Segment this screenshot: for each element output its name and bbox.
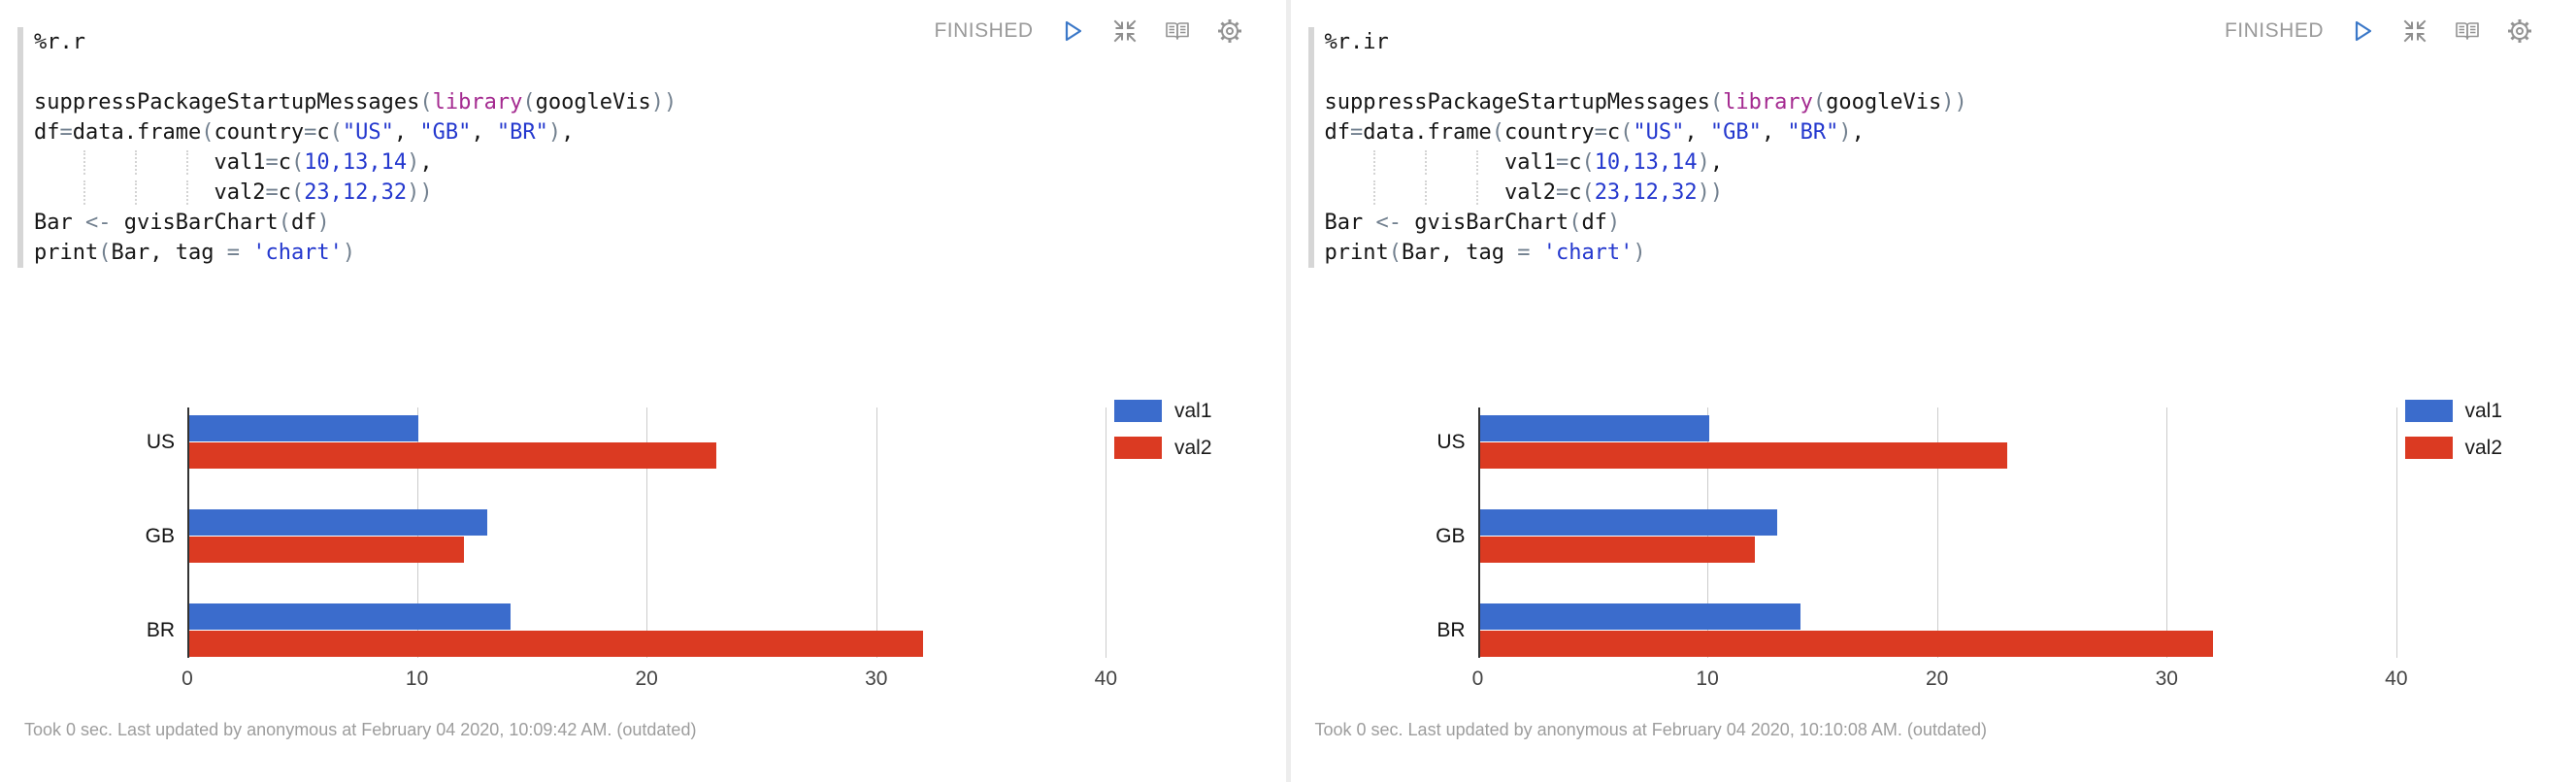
code-line: df=data.frame(country=c("US", "GB", "BR"… <box>34 120 575 145</box>
chart-legend: val1 val2 <box>2404 399 2503 473</box>
bar-val1-GB[interactable] <box>189 509 487 536</box>
code-line: print(Bar, tag = 'chart') <box>1324 241 1646 265</box>
x-tick-label: 30 <box>865 668 888 690</box>
legend-swatch <box>1114 437 1162 459</box>
category-label: BR <box>146 619 175 641</box>
x-tick-label: 10 <box>1696 668 1719 690</box>
code-lines: suppressPackageStartupMessages(library(g… <box>34 57 1218 268</box>
gridline <box>2166 407 2168 658</box>
bar-val2-GB[interactable] <box>189 537 465 563</box>
paragraph-footer: Took 0 sec. Last updated by anonymous at… <box>1314 720 1987 739</box>
legend-item: val1 <box>1114 400 1212 422</box>
legend-item: val2 <box>1114 437 1212 459</box>
category-label: GB <box>145 525 175 547</box>
legend-item: val1 <box>2404 399 2503 422</box>
code-line: print(Bar, tag = 'chart') <box>34 241 356 265</box>
gear-icon[interactable] <box>1216 17 1243 45</box>
legend-swatch <box>1114 400 1162 422</box>
code-line: suppressPackageStartupMessages(library(g… <box>34 90 677 114</box>
category-label: GB <box>1436 525 1466 547</box>
legend-label: val1 <box>1174 399 1212 422</box>
bar-val2-US[interactable] <box>1479 442 2007 469</box>
x-tick-label: 10 <box>405 668 429 690</box>
code-lines: suppressPackageStartupMessages(library(g… <box>1325 57 2509 268</box>
book-icon[interactable] <box>2454 17 2481 45</box>
interpreter-directive: %r.r <box>34 30 85 54</box>
chart-plot-area: 0 10 20 30 40 <box>182 407 1129 690</box>
compress-icon[interactable] <box>2401 17 2428 45</box>
gridline <box>646 407 648 658</box>
legend-label: val1 <box>2464 399 2503 422</box>
run-icon[interactable] <box>2349 17 2376 45</box>
status-badge: FINISHED <box>934 19 1034 42</box>
code-editor[interactable]: %r.r suppressPackageStartupMessages(libr… <box>17 27 1218 268</box>
run-icon[interactable] <box>1059 17 1086 45</box>
legend-swatch <box>2404 437 2453 459</box>
bar-group <box>189 603 1129 658</box>
bar-chart: 0 10 20 30 40 val1 val2 US GB BR <box>1291 400 2572 701</box>
bar-val1-GB[interactable] <box>1479 509 1778 536</box>
gear-icon[interactable] <box>2506 17 2533 45</box>
x-tick-label: 40 <box>1094 668 1118 690</box>
category-label: US <box>146 431 175 453</box>
code-editor[interactable]: %r.ir suppressPackageStartupMessages(lib… <box>1307 27 2509 268</box>
gridline <box>1936 407 1938 658</box>
code-line: df=data.frame(country=c("US", "GB", "BR"… <box>1324 120 1865 145</box>
code-line: val1=c(10,13,14), <box>1325 147 2509 178</box>
chart-legend: val1 val2 <box>1114 400 1212 473</box>
code-line: Bar <- gvisBarChart(df) <box>1324 211 1621 235</box>
legend-label: val2 <box>1174 436 1212 459</box>
bar-chart: 0 10 20 30 40 val1 val2 US GB BR <box>0 400 1281 701</box>
zeppelin-paragraph: FINISHED <box>1285 0 2576 782</box>
x-tick-label: 40 <box>2385 668 2408 690</box>
code-line: suppressPackageStartupMessages(library(g… <box>1324 90 1967 114</box>
x-tick-label: 30 <box>2155 668 2178 690</box>
bar-val2-BR[interactable] <box>189 631 923 657</box>
code-line: val1=c(10,13,14), <box>34 147 1218 178</box>
code-line: val2=c(23,12,32)) <box>1325 178 2509 208</box>
bar-group <box>1479 509 2420 564</box>
bar-val1-BR[interactable] <box>1479 603 1801 630</box>
paragraph-controls: FINISHED <box>2225 17 2533 45</box>
x-tick-label: 0 <box>182 668 193 690</box>
paragraph-footer: Took 0 sec. Last updated by anonymous at… <box>24 720 697 739</box>
bar-val1-US[interactable] <box>1479 415 1709 441</box>
legend-item: val2 <box>2404 436 2503 459</box>
bar-val1-BR[interactable] <box>189 603 511 630</box>
legend-swatch <box>2404 400 2453 422</box>
bar-group <box>1479 603 2420 658</box>
bar-group <box>189 415 1129 470</box>
x-tick-label: 20 <box>635 668 658 690</box>
bar-val1-US[interactable] <box>189 415 419 441</box>
code-line <box>34 57 1218 87</box>
y-axis-line <box>187 407 189 658</box>
bar-val2-BR[interactable] <box>1479 631 2213 657</box>
code-line: val2=c(23,12,32)) <box>34 178 1218 208</box>
x-tick-label: 20 <box>1925 668 1949 690</box>
bar-val2-US[interactable] <box>189 442 717 469</box>
y-axis-line <box>1477 407 1480 658</box>
code-line: Bar <- gvisBarChart(df) <box>34 211 330 235</box>
x-tick-label: 0 <box>1471 668 1484 690</box>
chart-plot-area: 0 10 20 30 40 <box>1472 407 2420 690</box>
category-label: US <box>1437 431 1466 453</box>
bar-group <box>1479 415 2420 470</box>
compress-icon[interactable] <box>1111 17 1139 45</box>
gridline <box>875 407 877 658</box>
gridline <box>2395 407 2397 658</box>
paragraph-controls: FINISHED <box>934 17 1242 45</box>
bar-val2-GB[interactable] <box>1479 537 1755 563</box>
code-line <box>1325 57 2509 87</box>
status-badge: FINISHED <box>2224 19 2324 42</box>
bar-group <box>189 509 1129 564</box>
category-label: BR <box>1437 619 1466 641</box>
book-icon[interactable] <box>1164 17 1191 45</box>
zeppelin-paragraph: FINISHED <box>0 0 1286 782</box>
legend-label: val2 <box>2464 436 2503 459</box>
interpreter-directive: %r.ir <box>1324 30 1389 54</box>
